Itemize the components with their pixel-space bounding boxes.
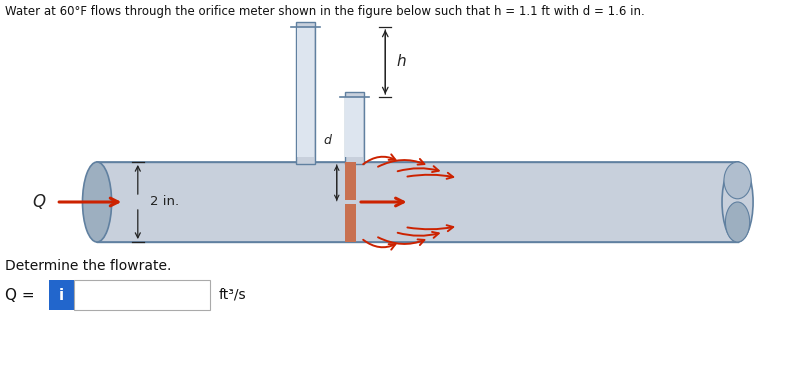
Text: i: i [58,288,64,302]
Ellipse shape [722,162,753,242]
Bar [297,27,314,157]
Text: d: d [323,134,331,147]
Ellipse shape [82,162,112,242]
Bar [346,97,363,157]
Text: h: h [397,55,406,69]
Text: ft³/s: ft³/s [218,288,246,302]
Ellipse shape [724,162,751,199]
Bar [345,162,356,201]
Bar [345,92,364,164]
FancyBboxPatch shape [74,280,210,310]
Text: Water at 60°F flows through the orifice meter shown in the figure below such tha: Water at 60°F flows through the orifice … [5,5,645,18]
Bar [97,162,738,242]
Text: Determine the flowrate.: Determine the flowrate. [5,259,171,273]
Ellipse shape [726,202,750,242]
Text: 2 in.: 2 in. [150,196,179,208]
Bar [345,204,356,242]
Text: Q =: Q = [5,288,39,302]
Bar [296,22,315,164]
FancyBboxPatch shape [49,280,74,310]
Text: Q: Q [32,193,46,211]
